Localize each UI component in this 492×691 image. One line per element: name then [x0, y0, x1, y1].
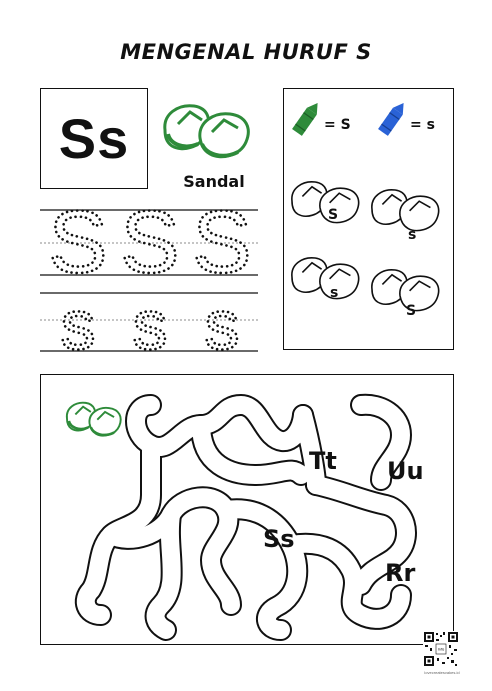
sandal-outline-icon [291, 181, 360, 224]
maze-target-rr: Rr [385, 559, 416, 587]
maze-box: Tt Uu Ss Rr [40, 374, 454, 645]
page-title: MENGENAL HURUF S [120, 40, 372, 64]
sandal-letter: s [408, 227, 417, 243]
sandal-letter: S [328, 207, 339, 223]
tracing-area [40, 209, 258, 352]
sandal-letter: S [406, 303, 417, 319]
key-text-upper: = S [324, 117, 351, 133]
maze-paths [74, 393, 417, 641]
maze-target-ss: Ss [263, 525, 295, 553]
trace-letter: s [133, 286, 168, 364]
qr-code-icon: Info [423, 631, 459, 667]
sandal-icon [65, 401, 122, 437]
coloring-box: = S = s S s s S [283, 88, 454, 350]
sandal-outline-icon [291, 257, 360, 300]
letter-pair: Ss [58, 107, 130, 170]
letter-box: Ss [40, 88, 148, 189]
trace-letter: s [205, 286, 240, 364]
crayon-icon-blue [378, 102, 404, 136]
picture-label: Sandal [183, 172, 245, 191]
crayon-icon-green [292, 102, 318, 136]
sandal-outline-icon [371, 189, 440, 232]
trace-letter: s [61, 286, 96, 364]
sandal-icon [163, 104, 250, 159]
maze-target-tt: Tt [309, 447, 337, 475]
sandal-outline-icon [371, 269, 440, 312]
key-text-lower: = s [410, 117, 435, 133]
sandal-letter: s [330, 285, 339, 301]
trace-letter: S [121, 192, 180, 291]
trace-letter: S [49, 192, 108, 291]
qr-label: Info [438, 648, 445, 652]
footer-caption: lovecreatesvakes.id [424, 670, 460, 675]
maze-target-uu: Uu [387, 457, 424, 485]
trace-letter: S [193, 192, 252, 291]
